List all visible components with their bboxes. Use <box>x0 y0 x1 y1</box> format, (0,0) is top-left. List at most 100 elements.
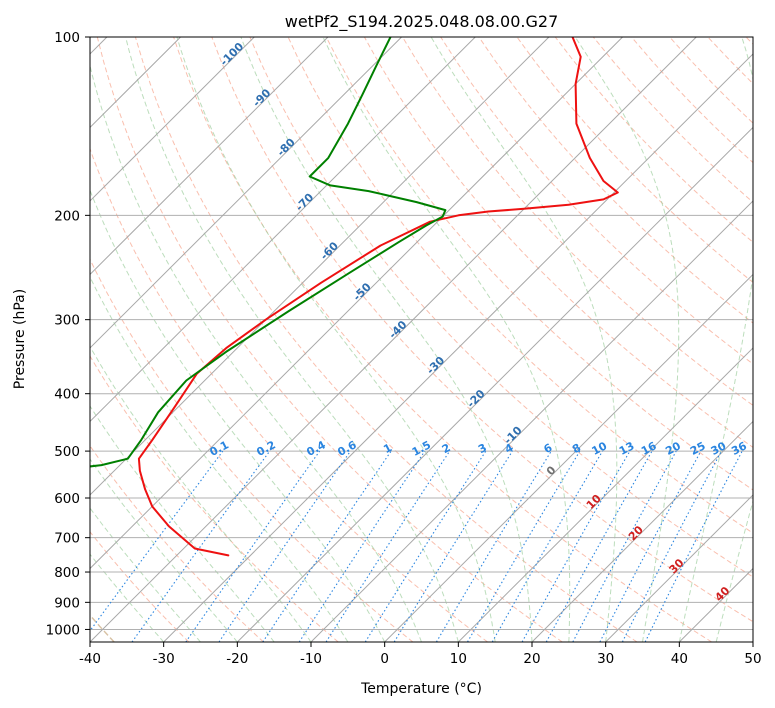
dry-adiabat <box>745 37 753 45</box>
mixing-ratio-line <box>325 450 451 642</box>
dry-adiabat <box>592 37 753 203</box>
mixing-ratio-label: 6 <box>542 441 555 456</box>
x-tick-label: 50 <box>744 651 761 667</box>
dry-adiabat <box>211 37 753 623</box>
mixing-ratio-label: 13 <box>617 439 637 458</box>
isotherm-line <box>90 37 329 276</box>
moist-adiabat <box>240 37 533 642</box>
isotherm-line <box>90 37 476 423</box>
moist-adiabat <box>125 37 459 642</box>
moist-adiabat <box>715 499 753 642</box>
mixing-ratio-label: 25 <box>688 439 708 458</box>
isotherm-label: 20 <box>626 523 646 543</box>
isotherm-label: -40 <box>386 318 409 341</box>
moist-adiabat <box>430 37 618 642</box>
dry-adiabat <box>707 37 753 85</box>
axes: -40 -30 -20 -10 0 10 20 30 40 5010020030040050060… <box>46 30 762 667</box>
dry-adiabat <box>90 445 264 642</box>
moist-adiabat <box>90 275 349 642</box>
mixing-ratio-line <box>435 450 552 642</box>
isotherm-line <box>531 420 753 642</box>
y-tick-label: 200 <box>54 208 80 224</box>
dry-adiabat <box>249 37 753 578</box>
moist-adiabat <box>90 63 422 642</box>
moist-adiabat <box>90 507 201 642</box>
moist-adiabat <box>90 458 238 642</box>
mixing-ratio-line <box>218 450 351 642</box>
mixing-ratio-line <box>364 450 487 642</box>
dry-adiabat <box>325 37 753 491</box>
dewpoint-line <box>90 37 447 468</box>
moist-adiabat <box>176 37 496 642</box>
mixing-ratio-line <box>545 450 653 642</box>
y-tick-label: 600 <box>54 491 80 507</box>
isotherm-line <box>678 567 753 642</box>
sounding-series <box>90 37 619 557</box>
dry-adiabat <box>669 37 753 124</box>
isotherm-line <box>236 126 753 642</box>
chart-title: wetPf2_S194.2025.048.08.00.G27 <box>285 12 559 32</box>
isotherm-line <box>90 37 402 349</box>
isotherm-label: -70 <box>293 190 316 213</box>
isotherm-label: 40 <box>712 584 732 604</box>
mixing-ratio-label: 0.1 <box>208 438 231 459</box>
x-tick-label: 10 <box>450 651 467 667</box>
mixing-ratio-label: 0.2 <box>254 438 277 459</box>
dry-adiabat <box>478 37 753 324</box>
mixing-ratio-line <box>262 450 392 642</box>
y-tick-label: 100 <box>54 30 80 46</box>
mixing-ratio-label: 3 <box>476 441 489 456</box>
mixing-ratio-line <box>572 450 677 642</box>
dry-adiabat <box>90 147 488 642</box>
y-tick-label: 1000 <box>46 622 80 638</box>
mixing-ratio-line <box>599 450 702 642</box>
isotherm-label: -60 <box>318 239 341 262</box>
dry-adiabat <box>554 37 753 243</box>
moist-adiabat <box>322 37 571 642</box>
isotherm-line <box>163 53 753 642</box>
mixing-ratio-label: 0.6 <box>335 438 359 459</box>
background-lines <box>90 37 753 642</box>
moist-adiabat <box>574 37 680 642</box>
y-tick-label: 700 <box>54 531 80 547</box>
isotherm-line <box>384 273 753 642</box>
isotherm-line <box>310 200 753 642</box>
mixing-ratio-label: 16 <box>639 439 659 458</box>
isotherm-label: 30 <box>667 556 687 576</box>
dry-adiabat <box>363 37 753 448</box>
mixing-ratio-line <box>467 450 581 642</box>
x-tick-label: -10 <box>300 651 322 667</box>
isotherm-line <box>90 37 255 202</box>
isotherm-label: 10 <box>584 492 604 512</box>
dry-adiabat <box>90 258 414 642</box>
mixing-ratio-line <box>393 450 513 642</box>
mixing-ratio-label: 0.4 <box>304 438 328 459</box>
mixing-ratio-label: 30 <box>709 439 729 458</box>
x-axis-label: Temperature (°C) <box>360 681 482 697</box>
x-tick-label: -20 <box>226 651 248 667</box>
dry-adiabat <box>402 37 753 406</box>
mixing-ratio-line <box>131 450 271 642</box>
x-tick-label: 20 <box>523 651 540 667</box>
temperature-line <box>137 37 619 557</box>
y-tick-label: 500 <box>54 444 80 460</box>
mixing-ratio-line <box>298 450 426 642</box>
isotherm-line <box>90 37 697 642</box>
dry-adiabat <box>96 37 563 642</box>
mixing-ratio-line <box>90 450 224 632</box>
mixing-ratio-label: 1.5 <box>410 438 433 459</box>
x-tick-label: 0 <box>380 651 389 667</box>
isotherm-label: -30 <box>424 354 447 377</box>
y-tick-label: 900 <box>54 595 80 611</box>
dry-adiabat <box>90 530 190 642</box>
isotherm-line <box>90 37 623 570</box>
x-tick-label: -40 <box>79 651 101 667</box>
isotherm-line <box>752 641 753 642</box>
isotherm-label: -100 <box>218 40 247 69</box>
moist-adiabat <box>90 553 165 642</box>
moist-adiabat <box>90 405 275 642</box>
y-tick-label: 400 <box>54 387 80 403</box>
dry-adiabat <box>440 37 753 365</box>
isotherm-label: -80 <box>275 135 298 158</box>
